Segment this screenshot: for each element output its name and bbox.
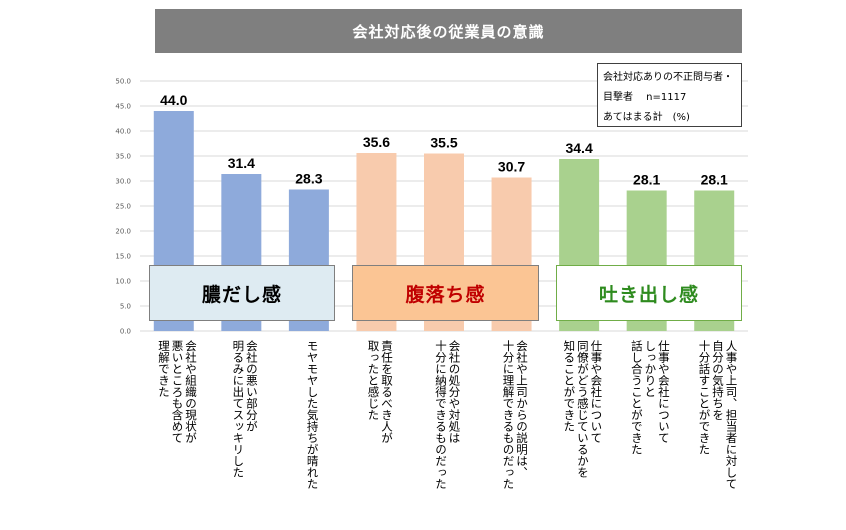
data-label: 35.6 — [363, 134, 390, 150]
category-label: モヤモヤした気持ちが晴れた — [305, 340, 319, 490]
data-label: 28.1 — [701, 172, 728, 188]
y-tick-label: 50.0 — [115, 78, 131, 86]
note-line-1: 会社対応ありの不正問与者・ — [603, 72, 733, 83]
group-label-pus: 膿だし感 — [149, 265, 335, 321]
data-label: 44.0 — [160, 92, 187, 108]
y-tick-label: 20.0 — [115, 228, 131, 236]
y-tick-label: 5.0 — [120, 303, 131, 311]
y-tick-label: 0.0 — [120, 328, 131, 336]
data-label: 30.7 — [498, 159, 525, 175]
y-tick-label: 30.0 — [115, 178, 131, 186]
category-label: 会社や上司からの説明は、 十分に理解できるものだった — [501, 340, 529, 490]
sample-note: 会社対応ありの不正問与者・ 目撃者 n=1117 あてはまる計 (%) — [597, 63, 742, 127]
group-label-convinced: 腹落ち感 — [352, 265, 539, 321]
data-label: 34.4 — [565, 140, 592, 156]
category-label: 人事や上司、担当者に対して 自分の気持ちを 十分話すことができた — [697, 340, 738, 490]
y-tick-label: 45.0 — [115, 103, 131, 111]
category-label: 会社の悪い部分が 明るみに出てスッキリした — [231, 340, 258, 478]
note-line-2: 目撃者 n=1117 — [603, 92, 687, 103]
data-label: 28.3 — [295, 171, 322, 187]
data-label: 28.1 — [633, 172, 660, 188]
category-label: 仕事や会社について しっかりと 話し合うことができた — [629, 340, 670, 455]
category-label: 会社や組織の現状が 悪いところも含めて 理解できた — [157, 340, 198, 444]
y-tick-label: 25.0 — [115, 203, 131, 211]
category-label: 仕事や会社について 同僚がどう感じているかを 知ることができた — [562, 340, 603, 478]
y-tick-label: 15.0 — [115, 253, 131, 261]
y-tick-label: 35.0 — [115, 153, 131, 161]
category-label: 責任を取るべき人が 取ったと感じた — [366, 340, 393, 444]
category-label: 会社の処分や対処は 十分に納得できるものだった — [434, 340, 461, 490]
data-label: 31.4 — [228, 155, 255, 171]
group-label-venting: 吐き出し感 — [556, 265, 742, 321]
note-line-3: あてはまる計 (%) — [603, 112, 690, 123]
data-label: 35.5 — [430, 135, 457, 151]
y-tick-label: 10.0 — [115, 278, 131, 286]
y-tick-label: 40.0 — [115, 128, 131, 136]
chart-title: 会社対応後の従業員の意識 — [155, 9, 742, 53]
